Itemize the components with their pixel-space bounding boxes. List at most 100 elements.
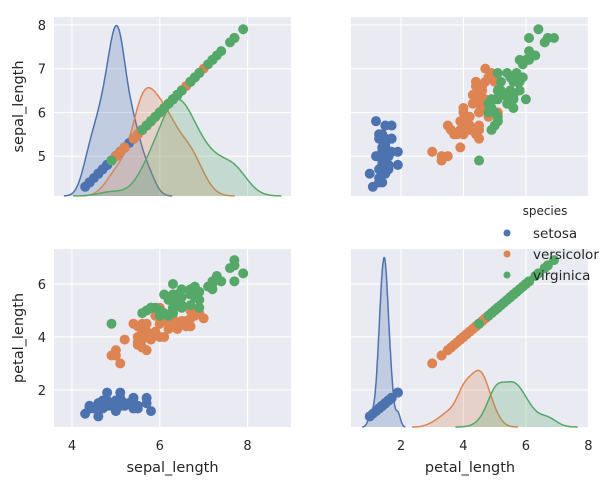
point-setosa bbox=[93, 411, 104, 422]
point-setosa bbox=[102, 400, 113, 411]
point-versicolor bbox=[185, 313, 196, 324]
kde-fill-setosa bbox=[63, 25, 173, 196]
panel-sepal_length-vs-petal_length bbox=[351, 17, 589, 196]
x-tick-label: 8 bbox=[243, 439, 251, 454]
point-setosa bbox=[141, 392, 152, 403]
point-virginica bbox=[229, 33, 240, 44]
point-setosa bbox=[84, 177, 95, 188]
point-setosa bbox=[392, 146, 403, 157]
point-virginica bbox=[137, 124, 148, 135]
point-versicolor bbox=[436, 151, 447, 162]
point-setosa bbox=[377, 400, 388, 411]
x-tick-label: 6 bbox=[156, 439, 164, 454]
x-tick-label: 2 bbox=[397, 439, 405, 454]
point-virginica bbox=[185, 300, 196, 311]
point-versicolor bbox=[132, 339, 143, 350]
point-versicolor bbox=[470, 81, 481, 92]
point-virginica bbox=[483, 107, 494, 118]
kde-fill-virginica bbox=[73, 99, 282, 196]
panel-petal_length-vs-sepal_length bbox=[54, 249, 291, 427]
y-tick-label: 6 bbox=[38, 278, 46, 293]
point-virginica bbox=[167, 278, 178, 289]
point-virginica bbox=[176, 300, 187, 311]
x-tick-label: 8 bbox=[584, 439, 592, 454]
point-virginica bbox=[163, 98, 174, 109]
point-versicolor bbox=[449, 129, 460, 140]
point-virginica bbox=[502, 98, 513, 109]
y-tick-label: 5 bbox=[38, 150, 46, 165]
legend-label-virginica: virginica bbox=[533, 268, 590, 284]
point-setosa bbox=[377, 168, 388, 179]
y-tick-label: 6 bbox=[38, 106, 46, 121]
point-virginica bbox=[137, 308, 148, 319]
point-virginica bbox=[542, 33, 553, 44]
point-virginica bbox=[176, 85, 187, 96]
point-virginica bbox=[163, 294, 174, 305]
point-virginica bbox=[492, 111, 503, 122]
point-virginica bbox=[106, 318, 117, 329]
point-virginica bbox=[542, 260, 553, 271]
legend-title: species bbox=[523, 204, 568, 218]
point-setosa bbox=[386, 120, 397, 131]
point-setosa bbox=[374, 177, 385, 188]
panel-petal_length-vs-petal_length bbox=[351, 249, 589, 428]
point-setosa bbox=[392, 159, 403, 170]
point-setosa bbox=[93, 168, 104, 179]
y-tick-label: 2 bbox=[38, 384, 46, 399]
point-setosa bbox=[380, 138, 391, 149]
x-axis-label: sepal_length bbox=[126, 460, 218, 476]
point-versicolor bbox=[119, 334, 130, 345]
point-virginica bbox=[154, 310, 165, 321]
point-setosa bbox=[377, 159, 388, 170]
point-virginica bbox=[106, 155, 117, 166]
point-versicolor bbox=[480, 76, 491, 87]
point-setosa bbox=[115, 387, 126, 398]
y-tick-label: 4 bbox=[38, 331, 46, 346]
point-virginica bbox=[511, 286, 522, 297]
point-setosa bbox=[392, 387, 403, 398]
y-axis-label: petal_length bbox=[11, 293, 27, 383]
point-virginica bbox=[207, 54, 218, 65]
point-virginica bbox=[185, 286, 196, 297]
point-virginica bbox=[474, 155, 485, 166]
legend-label-setosa: setosa bbox=[533, 226, 577, 242]
point-virginica bbox=[185, 76, 196, 87]
point-setosa bbox=[124, 398, 135, 409]
point-versicolor bbox=[461, 120, 472, 131]
point-virginica bbox=[489, 94, 500, 105]
point-virginica bbox=[167, 305, 178, 316]
point-virginica bbox=[238, 268, 249, 279]
point-versicolor bbox=[115, 358, 126, 369]
point-virginica bbox=[502, 68, 513, 79]
kde-line-versicolor bbox=[412, 369, 518, 428]
point-versicolor bbox=[427, 146, 438, 157]
point-versicolor bbox=[442, 120, 453, 131]
legend-marker-setosa bbox=[503, 229, 511, 237]
point-virginica bbox=[486, 124, 497, 135]
point-virginica bbox=[495, 76, 506, 87]
point-virginica bbox=[194, 302, 205, 313]
kde-fill-virginica bbox=[455, 381, 578, 427]
kde-fill-versicolor bbox=[412, 370, 518, 427]
panel-sepal_length-vs-sepal_length bbox=[54, 17, 291, 197]
point-versicolor bbox=[436, 350, 447, 361]
point-versicolor bbox=[181, 321, 192, 332]
point-versicolor bbox=[455, 142, 466, 153]
point-virginica bbox=[150, 302, 161, 313]
point-virginica bbox=[505, 89, 516, 100]
point-versicolor bbox=[141, 329, 152, 340]
point-setosa bbox=[145, 406, 156, 417]
point-setosa bbox=[377, 151, 388, 162]
point-versicolor bbox=[141, 345, 152, 356]
point-virginica bbox=[216, 46, 227, 57]
point-versicolor bbox=[115, 146, 126, 157]
point-virginica bbox=[207, 284, 218, 295]
point-setosa bbox=[364, 168, 375, 179]
point-virginica bbox=[533, 268, 544, 279]
point-versicolor bbox=[427, 358, 438, 369]
y-axis-label: sepal_length bbox=[11, 60, 27, 152]
x-axis-label: petal_length bbox=[425, 460, 515, 476]
point-versicolor bbox=[467, 98, 478, 109]
legend-marker-versicolor bbox=[503, 250, 511, 258]
